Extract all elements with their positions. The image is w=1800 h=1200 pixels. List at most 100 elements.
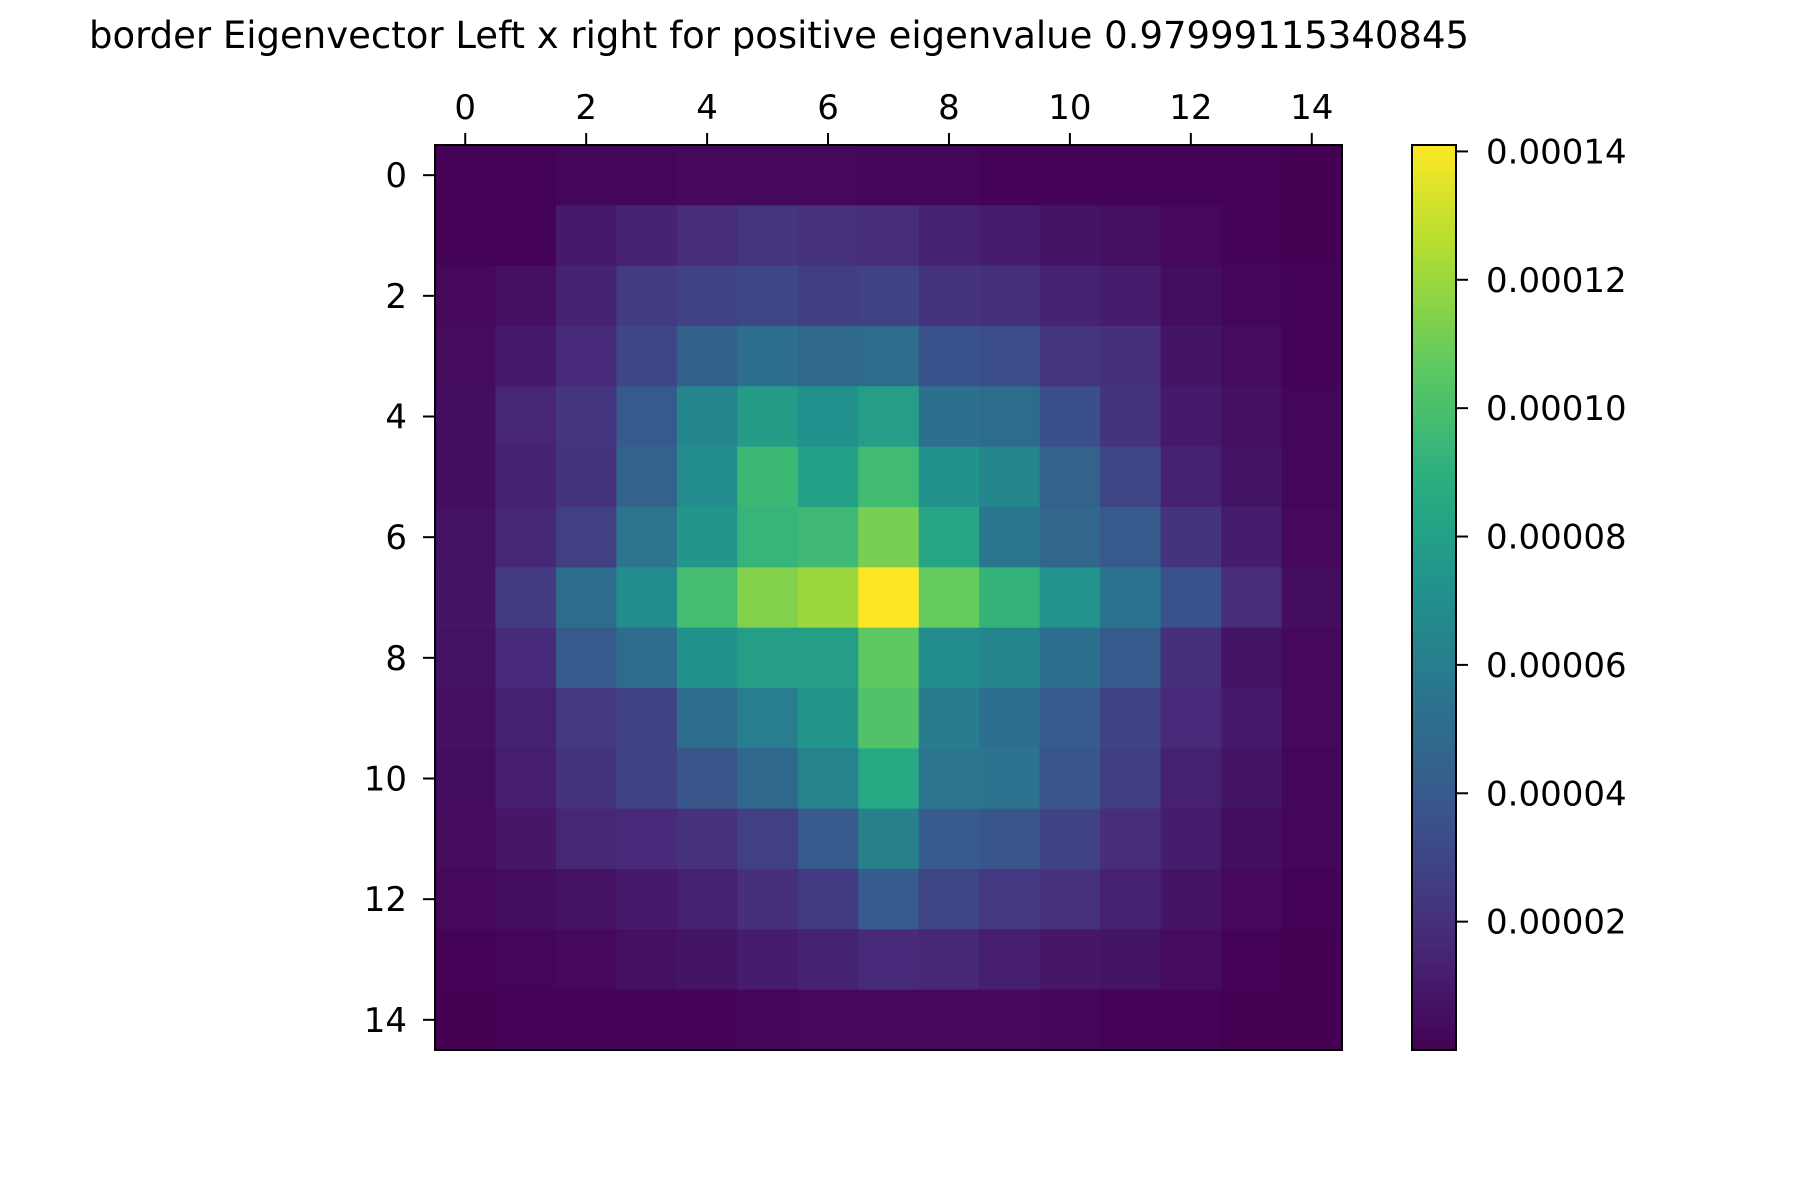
y-tick-label: 14 xyxy=(364,1001,407,1041)
heatmap-cell-r11-c3 xyxy=(616,808,678,870)
x-tick-label: 6 xyxy=(817,88,839,128)
heatmap-cell-r2-c2 xyxy=(555,265,617,327)
y-tick-label: 12 xyxy=(364,880,407,920)
heatmap-cell-r0-c8 xyxy=(918,145,980,206)
heatmap-cell-r4-c11 xyxy=(1100,386,1162,448)
heatmap-cell-r10-c6 xyxy=(797,748,859,810)
heatmap-cell-r2-c4 xyxy=(676,265,738,327)
heatmap-cell-r6-c6 xyxy=(797,507,859,568)
heatmap-cell-r11-c1 xyxy=(495,808,557,870)
heatmap-cell-r2-c13 xyxy=(1221,265,1283,327)
heatmap-cell-r6-c7 xyxy=(858,507,920,568)
heatmap-cell-r0-c10 xyxy=(1039,145,1101,206)
heatmap-cell-r9-c11 xyxy=(1100,688,1162,749)
x-tick-label: 10 xyxy=(1048,88,1091,128)
heatmap-cell-r11-c11 xyxy=(1100,808,1162,870)
colorbar-tick-label: 0.00012 xyxy=(1486,261,1627,301)
heatmap-cell-r11-c10 xyxy=(1039,808,1101,870)
heatmap-cell-r2-c7 xyxy=(858,265,920,327)
colorbar xyxy=(1411,144,1457,1051)
heatmap-cell-r7-c13 xyxy=(1221,567,1283,629)
heatmap-cell-r4-c2 xyxy=(555,386,617,448)
plot-frame xyxy=(434,144,1343,1051)
heatmap-cell-r7-c11 xyxy=(1100,567,1162,629)
y-tick-label: 4 xyxy=(385,398,407,438)
heatmap-cell-r12-c3 xyxy=(616,869,678,930)
heatmap-cell-r13-c10 xyxy=(1039,929,1101,991)
heatmap-cell-r10-c3 xyxy=(616,748,678,810)
heatmap-cell-r13-c2 xyxy=(555,929,617,991)
heatmap-cell-r4-c9 xyxy=(979,386,1041,448)
heatmap-cell-r12-c7 xyxy=(858,869,920,930)
heatmap-cell-r10-c11 xyxy=(1100,748,1162,810)
heatmap-cell-r6-c10 xyxy=(1039,507,1101,568)
heatmap-cell-r9-c2 xyxy=(555,688,617,749)
heatmap-cell-r13-c11 xyxy=(1100,929,1162,991)
heatmap-cell-r13-c9 xyxy=(979,929,1041,991)
heatmap-cell-r6-c12 xyxy=(1160,507,1222,568)
heatmap-cell-r5-c9 xyxy=(979,446,1041,508)
heatmap-cell-r6-c1 xyxy=(495,507,557,568)
heatmap-cell-r1-c14 xyxy=(1281,205,1343,267)
x-tick-label: 4 xyxy=(696,88,718,128)
heatmap-cell-r8-c7 xyxy=(858,627,920,689)
heatmap-cell-r4-c13 xyxy=(1221,386,1283,448)
heatmap-cell-r12-c9 xyxy=(979,869,1041,930)
colorbar-tick-label: 0.00008 xyxy=(1486,518,1627,558)
heatmap-cell-r12-c10 xyxy=(1039,869,1101,930)
heatmap-cell-r1-c12 xyxy=(1160,205,1222,267)
heatmap-cell-r4-c4 xyxy=(676,386,738,448)
heatmap-cell-r14-c6 xyxy=(797,989,859,1051)
heatmap-cell-r9-c7 xyxy=(858,688,920,749)
heatmap-cell-r9-c13 xyxy=(1221,688,1283,749)
heatmap-cell-r12-c1 xyxy=(495,869,557,930)
heatmap-cell-r2-c10 xyxy=(1039,265,1101,327)
heatmap-cell-r8-c4 xyxy=(676,627,738,689)
heatmap-cell-r13-c7 xyxy=(858,929,920,991)
heatmap-cell-r9-c1 xyxy=(495,688,557,749)
heatmap-cell-r13-c4 xyxy=(676,929,738,991)
heatmap-cell-r5-c5 xyxy=(737,446,799,508)
heatmap-cell-r5-c3 xyxy=(616,446,678,508)
heatmap-cell-r6-c5 xyxy=(737,507,799,568)
heatmap-cell-r6-c9 xyxy=(979,507,1041,568)
x-axis-top: 0 2 4 6 8 10 12 14 xyxy=(454,88,1333,145)
heatmap-cell-r14-c5 xyxy=(737,989,799,1051)
heatmap-cell-r13-c0 xyxy=(435,929,497,991)
heatmap-cell-r2-c5 xyxy=(737,265,799,327)
heatmap-cell-r12-c8 xyxy=(918,869,980,930)
heatmap-cell-r9-c12 xyxy=(1160,688,1222,749)
heatmap-cell-r6-c14 xyxy=(1281,507,1343,568)
heatmap-cell-r4-c3 xyxy=(616,386,678,448)
heatmap-cell-r13-c5 xyxy=(737,929,799,991)
heatmap-cell-r11-c13 xyxy=(1221,808,1283,870)
y-tick-label: 6 xyxy=(385,518,407,558)
heatmap-cell-r5-c0 xyxy=(435,446,497,508)
heatmap-cell-r13-c3 xyxy=(616,929,678,991)
heatmap-cell-r7-c5 xyxy=(737,567,799,629)
heatmap-cell-r5-c8 xyxy=(918,446,980,508)
heatmap-cell-r14-c0 xyxy=(435,989,497,1051)
heatmap-cell-r14-c1 xyxy=(495,989,557,1051)
heatmap-cell-r7-c9 xyxy=(979,567,1041,629)
x-tick-label: 14 xyxy=(1290,88,1333,128)
heatmap-cell-r1-c13 xyxy=(1221,205,1283,267)
heatmap-cell-r7-c2 xyxy=(555,567,617,629)
heatmap-cell-r10-c9 xyxy=(979,748,1041,810)
heatmap-cell-r6-c3 xyxy=(616,507,678,568)
x-tick-label: 8 xyxy=(938,88,960,128)
heatmap-cell-r9-c3 xyxy=(616,688,678,749)
heatmap-cell-r5-c7 xyxy=(858,446,920,508)
heatmap-cell-r3-c4 xyxy=(676,326,738,387)
heatmap-cell-r14-c2 xyxy=(555,989,617,1051)
heatmap-cell-r5-c10 xyxy=(1039,446,1101,508)
heatmap-cell-r7-c3 xyxy=(616,567,678,629)
heatmap-cell-r9-c5 xyxy=(737,688,799,749)
heatmap-cell-r3-c1 xyxy=(495,326,557,387)
heatmap-cell-r14-c9 xyxy=(979,989,1041,1051)
heatmap-cell-r11-c2 xyxy=(555,808,617,870)
colorbar-tick-label: 0.00002 xyxy=(1486,903,1627,943)
heatmap-cell-r5-c14 xyxy=(1281,446,1343,508)
heatmap-cell-r5-c4 xyxy=(676,446,738,508)
y-axis: 0 2 4 6 8 10 12 14 xyxy=(364,156,435,1041)
